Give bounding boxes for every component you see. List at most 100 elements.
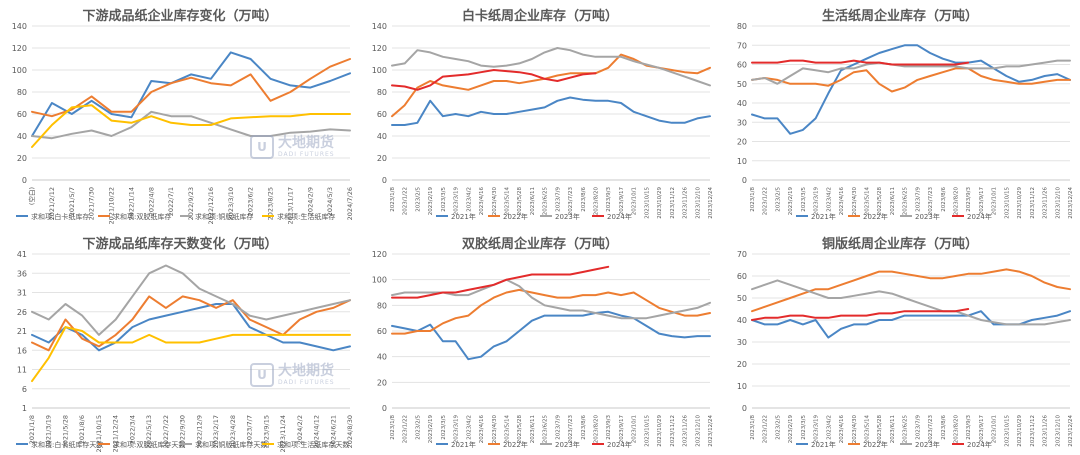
x-tick-label: 2023/1/22 — [763, 415, 769, 443]
y-tick-label: 36 — [17, 269, 27, 278]
x-tick-label: 2023/9/3 — [966, 187, 972, 212]
series-line — [751, 279, 1071, 326]
chart-svg: 0 20 40 60 80 100 120 140 (空白) 2021/2/12 2021/5/7 2… — [12, 22, 354, 224]
legend-label: 求和项:白卡纸库存天数 — [31, 440, 103, 449]
series-line — [751, 67, 1071, 93]
series-line — [31, 58, 351, 118]
y-tick-label: 50 — [737, 80, 747, 89]
x-tick-label: 2023/7/7 — [246, 415, 254, 444]
x-tick-label: 2022/9/23 — [187, 187, 195, 220]
x-tick-label: 2023/4/28 — [229, 415, 237, 448]
y-tick-label: 140 — [12, 22, 27, 31]
x-tick-label: 2023/7/9 — [555, 187, 561, 212]
x-tick-label: 2023/10/15 — [1004, 415, 1010, 447]
x-tick-label: 2023/12/24 — [708, 187, 714, 219]
x-tick-label: 2023/6/25 — [543, 415, 549, 444]
x-tick-label: 2023/2/5 — [415, 187, 421, 212]
chart-title: 下游成品纸库存天数变化（万吨） — [82, 237, 278, 252]
x-tick-label: 2022/4/8 — [147, 187, 155, 216]
x-tick-label: 2023/11/26 — [1043, 415, 1049, 447]
y-tick-label: 80 — [377, 88, 387, 97]
chart-panel: 0 10 20 30 40 50 60 70 80 2023/1/8 2023/1/22 2023/2… — [720, 0, 1080, 227]
x-tick-label: 2022/12/16 — [207, 187, 215, 224]
watermark-en: DADI FUTURES — [278, 379, 335, 386]
x-tick-label: 2023/2/19 — [428, 187, 434, 216]
x-tick-label: 2023/4/2 — [466, 187, 472, 212]
x-tick-label: 2021/2/12 — [48, 187, 56, 220]
x-tick-label: 2023/1/8 — [750, 415, 756, 440]
y-tick-label: 40 — [17, 132, 27, 141]
y-tick-label: 20 — [737, 360, 747, 369]
y-tick-label: 20 — [377, 154, 387, 163]
chart-panel: 0 20 40 60 80 100 120 140 2023/1/8 2023/1/22 2023/… — [360, 0, 720, 227]
chart-panel: 1 6 11 16 21 26 31 36 41 2021/1/8 2021/3/19 2021/5/… — [0, 228, 360, 455]
y-tick-label: 0 — [742, 176, 747, 185]
chart-svg: 0 20 40 60 80 100 120 2023/1/8 2023/1/22 2023/2/5… — [372, 250, 714, 449]
chart-title: 下游成品纸企业库存变化（万吨） — [82, 9, 278, 24]
x-tick-label: 2023/11/12 — [1030, 415, 1036, 447]
x-tick-label: 2023/1/22 — [403, 187, 409, 215]
series-line — [751, 44, 1071, 135]
y-tick-label: 16 — [17, 346, 27, 355]
x-tick-label: 2023/12/24 — [1068, 415, 1074, 447]
series-line — [751, 308, 970, 321]
x-tick-label: 2023/7/23 — [568, 187, 574, 216]
y-tick-label: 70 — [737, 41, 747, 50]
x-tick-label: 2023/7/9 — [915, 187, 921, 212]
legend-label: 2021年 — [451, 212, 476, 221]
legend-label: 求和项:白卡纸库存 — [31, 212, 89, 221]
x-tick-label: 2023/7/9 — [555, 415, 561, 440]
x-tick-label: 2021/7/30 — [88, 187, 96, 220]
y-tick-label: 80 — [737, 22, 747, 31]
x-tick-label: 2023/8/6 — [581, 187, 587, 212]
series-line — [391, 310, 711, 361]
legend-label: 2023年 — [915, 212, 940, 221]
x-tick-label: 2023/3/19 — [814, 415, 820, 444]
series-line — [391, 69, 597, 91]
x-tick-label: 2023/2/5 — [415, 415, 421, 440]
legend-label: 求和项:双胶纸库存天数 — [113, 440, 185, 449]
x-tick-label: 2024/5/3 — [326, 187, 334, 216]
x-tick-label: 2023/1/22 — [763, 187, 769, 215]
chart-panel: 0 10 20 30 40 50 60 70 2023/1/8 2023/1/22 2023/2/5… — [720, 228, 1080, 455]
watermark-logo-icon: U — [250, 363, 274, 387]
y-tick-label: 20 — [17, 154, 27, 163]
legend-label: 求和项:双胶纸库存 — [113, 212, 171, 221]
x-tick-label: 2023/8/20 — [954, 187, 960, 216]
y-tick-label: 11 — [17, 366, 27, 375]
legend-label: 求和项:铜版纸库存天数 — [195, 440, 267, 449]
x-tick-label: 2023/5/14 — [864, 187, 870, 216]
x-tick-label: 2023/1/8 — [390, 415, 396, 440]
x-tick-label: 2021/10/15 — [95, 415, 103, 452]
x-tick-label: 2023/6/25 — [903, 187, 909, 216]
x-tick-label: 2023/10/1 — [992, 187, 998, 215]
x-tick-label: 2023/10/29 — [657, 415, 663, 447]
chart-title: 铜版纸周企业库存（万吨） — [821, 237, 978, 252]
x-tick-label: 2023/11/26 — [1043, 187, 1049, 219]
legend-label: 2023年 — [555, 212, 580, 221]
series-line — [751, 59, 970, 66]
x-tick-label: 2023/5/14 — [504, 187, 510, 216]
x-tick-label: 2023/1/8 — [750, 187, 756, 212]
x-tick-label: 2024/6/21 — [329, 415, 337, 448]
series-line — [31, 295, 351, 352]
x-tick-label: 2023/10/29 — [1017, 187, 1023, 219]
x-tick-label: 2021/1/8 — [28, 415, 36, 444]
legend-label: 求和项:生活纸库存天数 — [277, 440, 349, 449]
chart-panel: 0 20 40 60 80 100 120 140 (空白) 2021/2/12 2021/5/7 2… — [0, 0, 360, 227]
x-tick-label: 2023/2/19 — [788, 187, 794, 216]
x-tick-label: 2023/4/16 — [479, 187, 485, 216]
x-tick-label: 2023/6/11 — [890, 415, 896, 443]
x-tick-label: 2023/12/24 — [708, 415, 714, 447]
x-tick-label: 2023/12/10 — [1055, 187, 1061, 219]
x-tick-label: 2023/3/5 — [801, 415, 807, 440]
x-tick-label: 2023/3/19 — [454, 187, 460, 216]
legend-label: 求和项:生活纸库存 — [277, 212, 335, 221]
x-tick-label: 2021/12/24 — [112, 415, 120, 452]
x-tick-label: 2023/6/11 — [530, 415, 536, 443]
y-tick-label: 0 — [382, 404, 387, 413]
x-tick-label: 2023/8/6 — [581, 415, 587, 440]
series-line — [751, 59, 1071, 85]
series-line — [31, 110, 351, 140]
